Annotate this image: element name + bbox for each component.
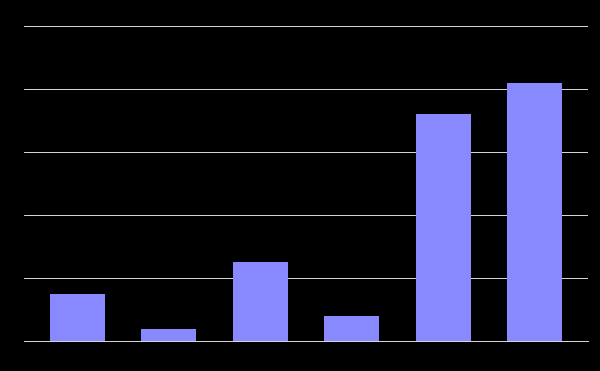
Bar (141, 329, 196, 341)
Bar (508, 83, 562, 341)
Bar (233, 263, 287, 341)
Bar (416, 114, 471, 341)
Bar (50, 294, 104, 341)
Bar (325, 316, 379, 341)
